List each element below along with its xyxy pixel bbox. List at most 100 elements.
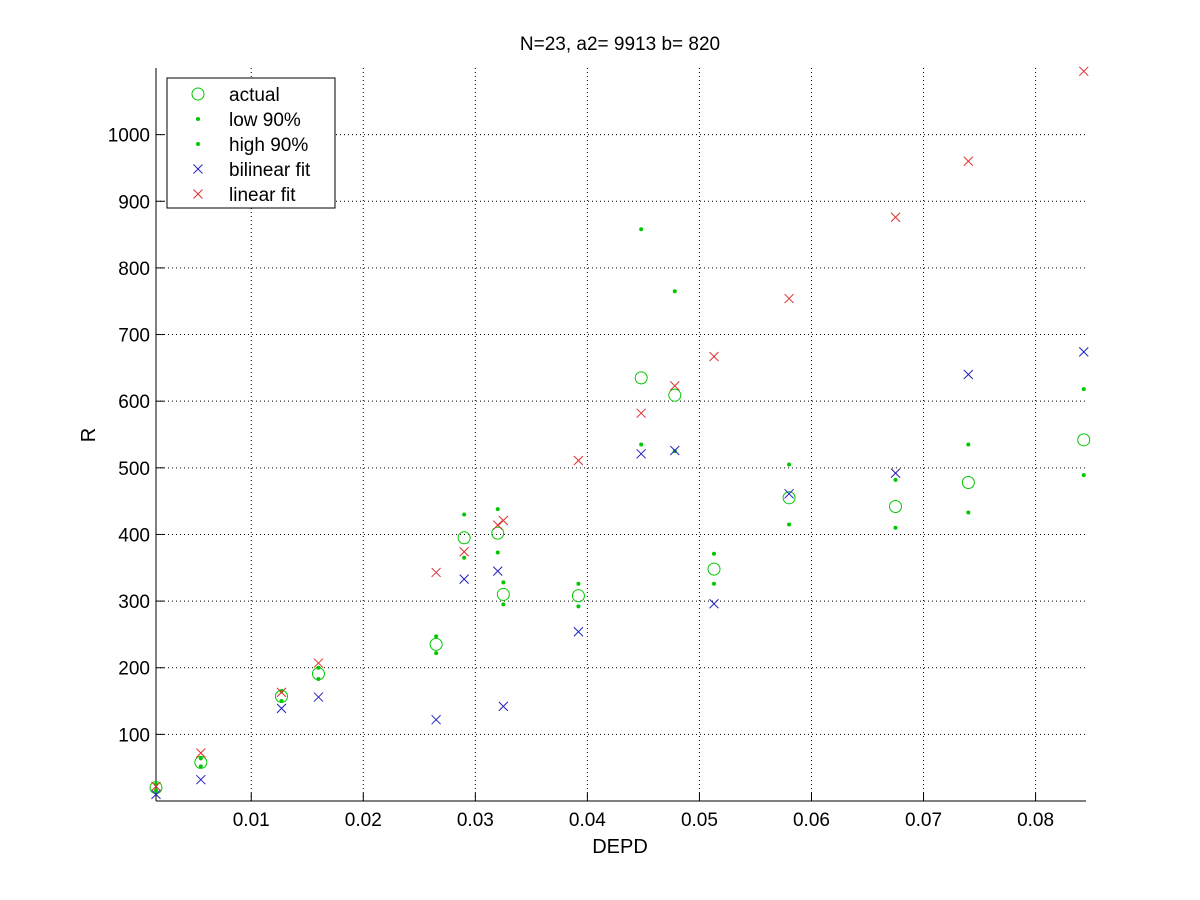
point-linear-fit-stroke: [784, 293, 794, 304]
point-bilinear-fit: [636, 448, 647, 459]
point-actual: [782, 491, 796, 505]
point-actual: [1077, 433, 1091, 447]
point-low-90: [712, 581, 716, 586]
point-actual: [491, 526, 505, 540]
point-bilinear-fit: [709, 598, 719, 609]
point-linear-fit: [431, 567, 441, 578]
point-high-90: [712, 551, 716, 556]
x-tick-label: 0.04: [569, 810, 606, 831]
point-bilinear-fit: [459, 574, 469, 584]
point-actual: [668, 388, 682, 402]
point-linear-fit-stroke: [313, 658, 324, 668]
point-bilinear-fit-stroke: [669, 445, 680, 456]
point-bilinear-fit: [195, 774, 206, 785]
point-actual: [889, 499, 903, 513]
point-high-90: [639, 227, 644, 232]
point-high-90: [1081, 387, 1086, 392]
y-tick-label: 200: [118, 659, 150, 680]
point-high-90: [787, 462, 792, 467]
point-low-90: [154, 788, 158, 793]
series-low-90: [154, 442, 1086, 793]
point-linear-fit-stroke: [459, 546, 469, 557]
point-linear-fit-stroke: [151, 781, 161, 792]
point-linear-fit: [709, 351, 719, 362]
point-bilinear-fit-stroke: [890, 468, 901, 479]
point-low-90: [434, 651, 439, 656]
point-linear-fit-stroke: [276, 687, 287, 698]
x-tick-label: 0.08: [1017, 810, 1054, 831]
point-high-90: [316, 665, 321, 670]
point-linear-fit: [498, 515, 509, 526]
x-tick-label: 0.01: [233, 810, 270, 831]
point-linear-fit: [492, 520, 503, 530]
data-marks: [149, 66, 1091, 800]
point-linear-fit-stroke: [636, 408, 647, 419]
point-linear-fit-stroke: [709, 351, 719, 362]
point-linear-fit: [459, 546, 469, 557]
point-high-90: [893, 477, 898, 482]
legend: actual low 90% high 90% bilinear fit linear …: [166, 77, 336, 209]
point-actual: [571, 589, 585, 603]
y-axis-label: R: [78, 428, 100, 442]
point-linear-fit-stroke: [195, 748, 206, 758]
legend-label-actual: actual: [229, 85, 280, 106]
x-tick-label: 0.02: [345, 810, 382, 831]
point-linear-fit: [573, 455, 584, 466]
legend-label-low-90: low 90%: [229, 110, 301, 131]
point-bilinear-fit: [431, 714, 441, 725]
point-low-90: [1081, 473, 1086, 478]
point-low-90: [462, 555, 467, 560]
point-linear-fit-stroke: [431, 567, 441, 578]
point-bilinear-fit: [313, 692, 324, 702]
x-tick-label: 0.06: [793, 810, 830, 831]
point-bilinear-fit-stroke: [636, 448, 647, 459]
point-linear-fit: [890, 212, 901, 223]
x-axis-label: DEPD: [592, 836, 648, 858]
legend-marker-bilinear-fit-stroke: [193, 164, 203, 174]
point-low-90: [279, 699, 284, 704]
y-tick-label: 100: [118, 725, 150, 746]
point-bilinear-fit-stroke: [963, 369, 974, 380]
point-actual: [634, 371, 648, 385]
point-bilinear-fit-stroke: [498, 701, 509, 712]
point-linear-fit-stroke: [492, 520, 503, 530]
point-bilinear-fit-stroke: [1078, 347, 1089, 357]
legend-marker-linear-fit: [193, 189, 203, 199]
point-bilinear-fit: [669, 445, 680, 456]
x-tick-label: 0.07: [905, 810, 942, 831]
point-linear-fit: [313, 658, 324, 668]
y-tick-label: 500: [118, 459, 150, 480]
axes: 0.01 0.02 0.03 0.04 0.05 0.06 0.07 0.08 100 200 30…: [108, 68, 1086, 831]
y-tick-label: 1000: [108, 126, 150, 147]
point-high-90: [501, 580, 506, 585]
point-high-90: [434, 634, 439, 639]
point-bilinear-fit-stroke: [195, 774, 206, 785]
point-linear-fit-stroke: [498, 515, 509, 526]
point-high-90: [495, 507, 500, 512]
point-low-90: [576, 604, 581, 609]
point-bilinear-fit-stroke: [573, 626, 584, 637]
point-bilinear-fit-stroke: [276, 703, 287, 714]
point-bilinear-fit-stroke: [492, 566, 503, 576]
point-actual: [961, 475, 975, 489]
y-tick-label: 400: [118, 525, 150, 546]
point-bilinear-fit: [151, 789, 161, 800]
point-bilinear-fit: [492, 566, 503, 576]
point-low-90: [893, 525, 898, 530]
point-bilinear-fit: [963, 369, 974, 380]
legend-marker-low-90: [196, 117, 200, 121]
legend-marker-linear-fit-stroke: [193, 189, 203, 199]
series-bilinear-fit: [151, 347, 1089, 800]
series-high-90: [154, 227, 1086, 787]
legend-marker-actual: [191, 87, 205, 101]
point-low-90: [316, 677, 321, 682]
point-high-90: [966, 442, 971, 447]
point-linear-fit: [669, 381, 680, 391]
y-tick-label: 900: [118, 192, 150, 213]
grid-lines: [156, 68, 1086, 801]
point-bilinear-fit: [890, 468, 901, 479]
point-linear-fit-stroke: [890, 212, 901, 223]
point-linear-fit: [636, 408, 647, 419]
series-linear-fit: [151, 66, 1089, 792]
